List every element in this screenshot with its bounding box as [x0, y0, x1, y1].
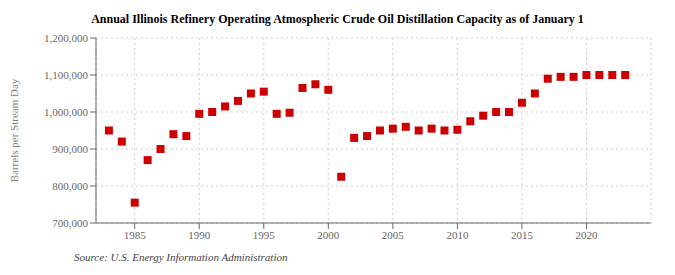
svg-text:1,000,000: 1,000,000 [44, 106, 89, 118]
html-text:Source: U.S. Energy Informatio: Source: U.S. Energy Information Administ… [74, 251, 288, 263]
svg-text:700,000: 700,000 [52, 217, 88, 229]
svg-text:2005: 2005 [382, 229, 405, 241]
svg-text:2015: 2015 [511, 229, 534, 241]
svg-text:1985: 1985 [124, 229, 147, 241]
svg-text:1990: 1990 [188, 229, 211, 241]
svg-text:1,200,000: 1,200,000 [44, 32, 89, 44]
svg-text:1,100,000: 1,100,000 [44, 69, 89, 81]
svg-text:900,000: 900,000 [52, 143, 88, 155]
svg-text:2020: 2020 [575, 229, 598, 241]
svg-text:Barrels per Stream Day: Barrels per Stream Day [8, 78, 20, 182]
svg-text:2010: 2010 [446, 229, 469, 241]
svg-text:800,000: 800,000 [52, 180, 88, 192]
svg-text:1995: 1995 [253, 229, 276, 241]
svg-text:2000: 2000 [317, 229, 340, 241]
html-text:Annual Illinois Refinery Opera: Annual Illinois Refinery Operating Atmos… [91, 12, 584, 26]
